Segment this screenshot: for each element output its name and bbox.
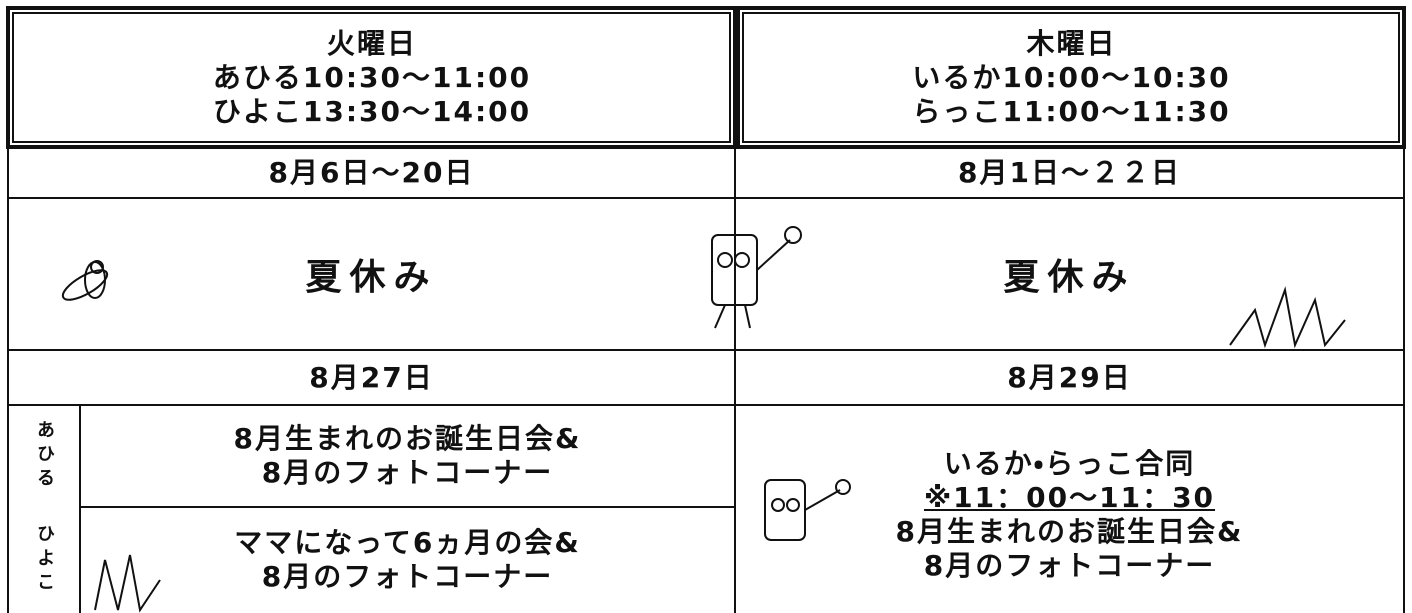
doodle-grass [94,286,1346,613]
event-line: いるか・らっこ合同 [943,447,1196,480]
holiday: 夏休み [1003,257,1136,298]
date-range: 8月1日〜２２日 [958,155,1181,189]
event-line: 8月生まれのお誕生日会& [895,515,1244,548]
header-tuesday: 火曜日 あひる10:30〜11:00 ひよこ13:30〜14:00 [14,14,730,142]
event: ママになって6ヵ月の会& 8月のフォトコーナー [80,507,735,613]
event-line: 8月のフォトコーナー [923,549,1216,582]
event-line: 8月生まれのお誕生日会& [233,422,582,455]
time-line: らっこ11:00〜11:30 [912,95,1231,128]
doodle-dragonfly [61,260,109,301]
header-thursday: 木曜日 いるか10:00〜10:30 らっこ11:00〜11:30 [744,14,1399,142]
date: 8月27日 [309,360,434,394]
group-label: あひる [34,420,55,492]
time-line: ひよこ13:30〜14:00 [212,95,532,128]
holiday: 夏休み [305,257,438,298]
event-line: 8月のフォトコーナー [261,560,554,593]
date: 8月29日 [1007,360,1132,394]
time-line: いるか10:00〜10:30 [912,61,1231,94]
event-line: 8月のフォトコーナー [261,456,554,489]
event-line: ママになって6ヵ月の会& [234,526,581,559]
doodle-cat [711,226,851,541]
day-label: 火曜日 [326,27,417,60]
date-range: 8月6日〜20日 [268,155,475,189]
time-line: あひる10:30〜11:00 [212,61,532,94]
event: 8月生まれのお誕生日会& 8月のフォトコーナー [80,405,735,507]
group-label: ひよこ [34,524,55,596]
event: いるか・らっこ合同 ※11：00〜11：30 8月生まれのお誕生日会& 8月のフ… [735,430,1404,600]
event-time: ※11：00〜11：30 [923,481,1216,514]
day-label: 木曜日 [1026,27,1117,60]
